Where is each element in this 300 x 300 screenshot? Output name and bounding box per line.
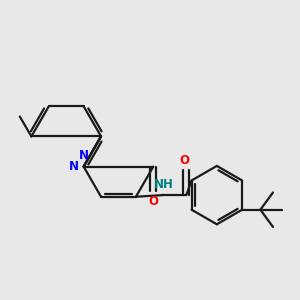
Text: NH: NH (154, 178, 174, 191)
Text: O: O (180, 154, 190, 167)
Text: N: N (69, 160, 79, 173)
Text: O: O (148, 195, 158, 208)
Text: N: N (79, 149, 88, 162)
